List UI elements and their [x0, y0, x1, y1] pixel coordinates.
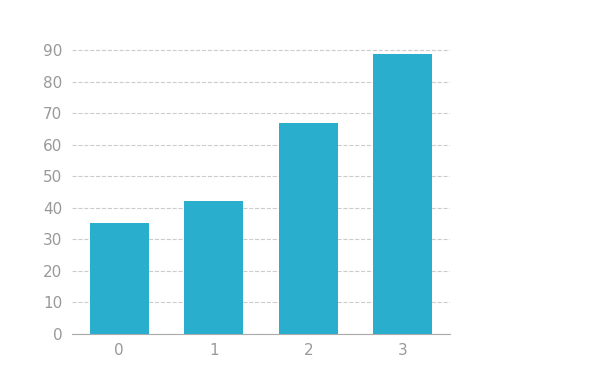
Bar	[373, 53, 432, 334]
Bar	[90, 224, 149, 334]
Bar	[279, 123, 338, 334]
Bar	[184, 201, 243, 334]
